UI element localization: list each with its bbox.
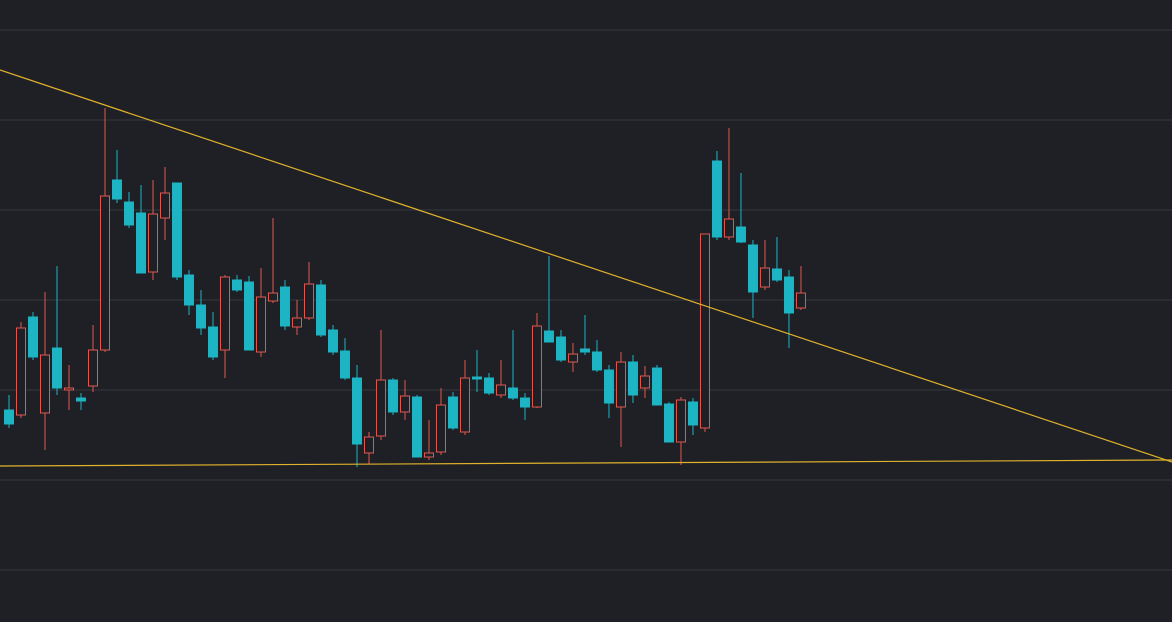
candle-body	[435, 404, 446, 453]
candle-body	[243, 281, 254, 351]
candle-body	[195, 304, 206, 329]
candle-body	[591, 351, 602, 371]
candle-body	[291, 317, 302, 328]
candle-body	[351, 377, 362, 445]
candle-body	[207, 326, 218, 358]
candle-body	[399, 395, 410, 413]
candle-body	[171, 182, 182, 278]
candle-body	[735, 226, 746, 243]
candle-body	[711, 160, 722, 238]
candle-body	[603, 369, 614, 404]
candle-body	[447, 396, 458, 429]
candle-body	[135, 212, 146, 274]
candle-body	[519, 397, 530, 408]
candle-body	[315, 284, 326, 336]
candle-body	[687, 401, 698, 426]
candle-body	[159, 192, 170, 219]
candle-body	[471, 376, 482, 380]
candle-body	[279, 286, 290, 327]
candle-body	[507, 387, 518, 399]
candle-body	[231, 279, 242, 291]
candle-body	[531, 325, 542, 408]
candle-body	[339, 350, 350, 379]
candle-body	[555, 336, 566, 361]
candle-body	[327, 329, 338, 353]
candle-body	[483, 377, 494, 394]
candle-body	[495, 384, 506, 396]
candle-body	[627, 361, 638, 396]
candle-body	[423, 452, 434, 458]
candle-body	[51, 347, 62, 389]
candle-body	[639, 375, 650, 389]
candle-body	[267, 292, 278, 302]
candle-body	[111, 179, 122, 200]
candle-body	[411, 396, 422, 458]
candle-body	[303, 283, 314, 319]
candle-body	[543, 330, 554, 343]
candle-body	[723, 218, 734, 238]
candle-body	[87, 349, 98, 387]
candle-body	[615, 361, 626, 408]
candle-body	[663, 403, 674, 443]
candle-body	[39, 354, 50, 414]
candle-body	[795, 292, 806, 309]
candle-body	[75, 397, 86, 402]
candle-body	[183, 274, 194, 306]
candle-body	[747, 244, 758, 293]
candle-body	[147, 213, 158, 273]
candle-body	[27, 316, 38, 358]
trend-line	[0, 69, 1172, 463]
candle-body	[363, 436, 374, 454]
candle-body	[3, 409, 14, 425]
candle-body	[375, 379, 386, 437]
candle-body	[567, 353, 578, 363]
candle-body	[699, 233, 710, 429]
candle-body	[99, 195, 110, 351]
candle-body	[675, 399, 686, 443]
candle-body	[651, 367, 662, 406]
candle-body	[123, 201, 134, 226]
candle-body	[783, 276, 794, 314]
trend-line	[0, 459, 1172, 467]
candle-body	[759, 267, 770, 288]
candle-body	[219, 276, 230, 351]
candle-body	[387, 379, 398, 413]
candle-body	[459, 377, 470, 433]
candle-body	[63, 387, 74, 391]
candle-body	[771, 268, 782, 281]
candle-body	[15, 327, 26, 416]
candle-body	[579, 348, 590, 353]
candle-body	[255, 296, 266, 353]
